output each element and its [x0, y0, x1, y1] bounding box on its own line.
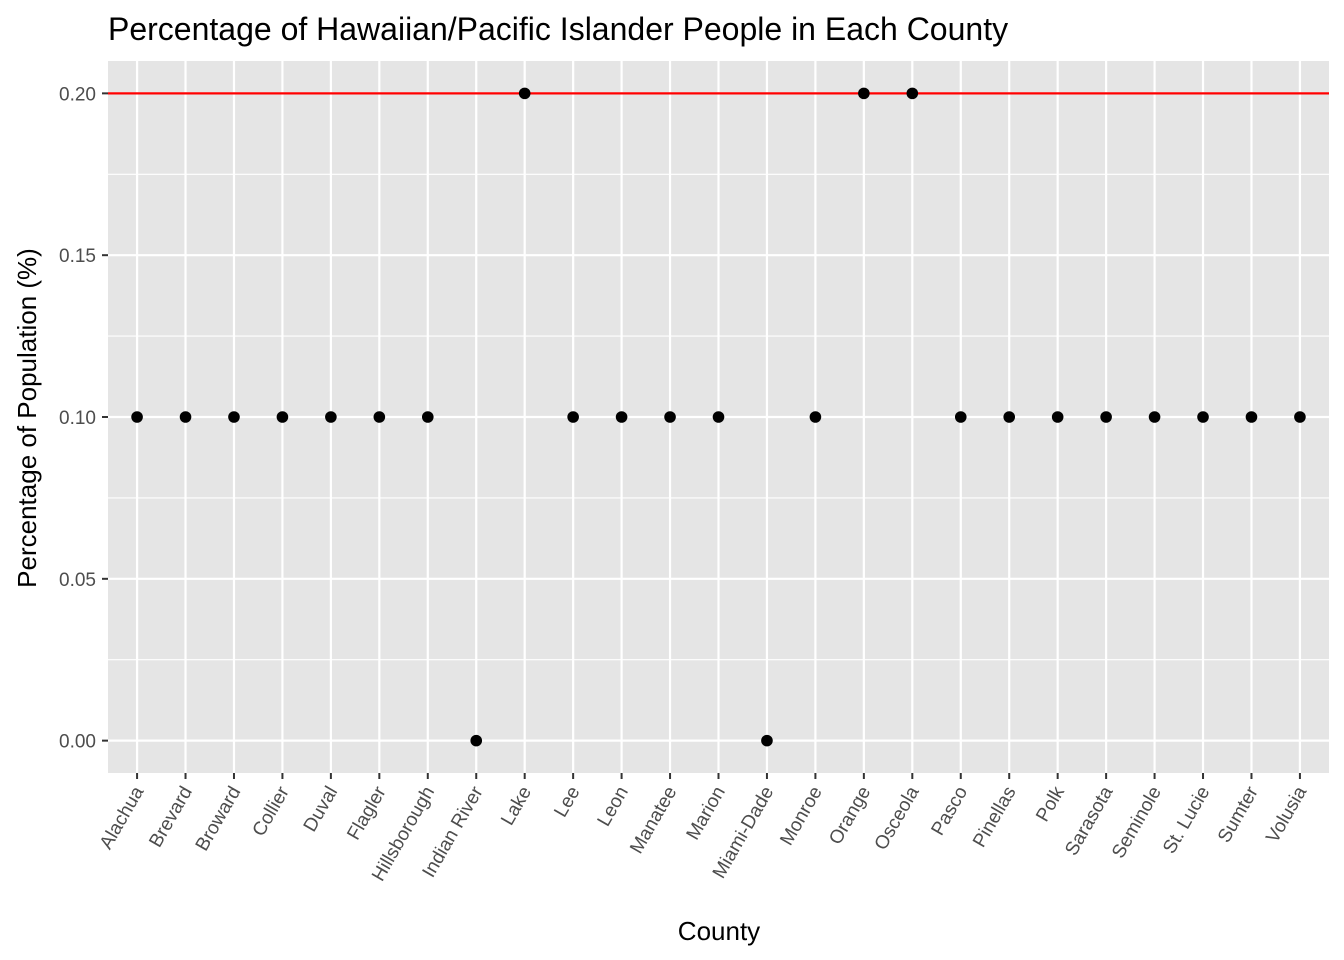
x-tick-label: Lee	[550, 783, 584, 821]
x-tick-label: Duval	[300, 783, 342, 836]
data-point	[325, 411, 337, 423]
x-tick-label: Osceola	[871, 783, 924, 854]
x-tick-label: Brevard	[145, 783, 196, 851]
data-point	[761, 734, 773, 747]
data-point	[373, 411, 386, 423]
data-point	[1148, 411, 1161, 423]
y-tick-label: 0.00	[59, 732, 96, 753]
y-tick-label: 0.05	[59, 570, 96, 591]
x-tick-label: Volusia	[1262, 783, 1311, 847]
y-tick-label: 0.15	[59, 246, 96, 267]
data-points	[131, 87, 1306, 747]
x-tick-label: St. Lucie	[1159, 783, 1214, 858]
x-tick-label: Marion	[683, 783, 730, 844]
data-point	[1100, 411, 1112, 423]
x-tick-label: Sumter	[1214, 782, 1263, 846]
data-point	[228, 411, 240, 423]
x-tick-label: Flagler	[343, 782, 391, 843]
data-point	[1245, 411, 1258, 423]
data-point	[858, 87, 870, 100]
data-point	[906, 87, 919, 100]
x-tick-label: Pasco	[927, 783, 972, 839]
data-point	[1003, 411, 1016, 423]
data-point	[276, 411, 289, 423]
y-tick-label: 0.20	[59, 84, 96, 105]
x-axis-title: County	[678, 916, 760, 946]
data-point	[470, 734, 483, 747]
data-point	[664, 411, 676, 423]
x-tick-label: Broward	[192, 783, 246, 855]
data-point	[1294, 411, 1306, 423]
x-tick-label: Seminole	[1108, 783, 1166, 862]
data-point	[1197, 411, 1209, 423]
x-tick-label: Orange	[825, 783, 875, 848]
x-tick-label: Lake	[497, 783, 536, 829]
y-axis: 0.00 0.05 0.10 0.15 0.20	[59, 84, 108, 753]
data-point	[179, 411, 192, 423]
x-tick-label: Polk	[1032, 783, 1069, 826]
x-tick-label: Monroe	[776, 783, 826, 849]
data-point	[615, 411, 628, 423]
data-point	[1051, 411, 1064, 423]
data-point	[421, 411, 434, 423]
data-point	[131, 411, 143, 423]
y-axis-title: Percentage of Population (%)	[12, 248, 42, 588]
x-tick-label: Leon	[594, 783, 633, 830]
data-point	[567, 411, 579, 423]
chart-title: Percentage of Hawaiian/Pacific Islander …	[108, 11, 1008, 47]
data-point	[518, 87, 531, 100]
data-point	[954, 411, 967, 423]
x-tick-label: Pinellas	[969, 783, 1020, 851]
x-tick-label: Collier	[249, 782, 294, 840]
x-tick-label: Alachua	[96, 783, 149, 853]
x-tick-label: Manatee	[626, 783, 681, 858]
data-point	[809, 411, 822, 423]
y-tick-label: 0.10	[59, 408, 96, 429]
data-point	[712, 411, 725, 423]
